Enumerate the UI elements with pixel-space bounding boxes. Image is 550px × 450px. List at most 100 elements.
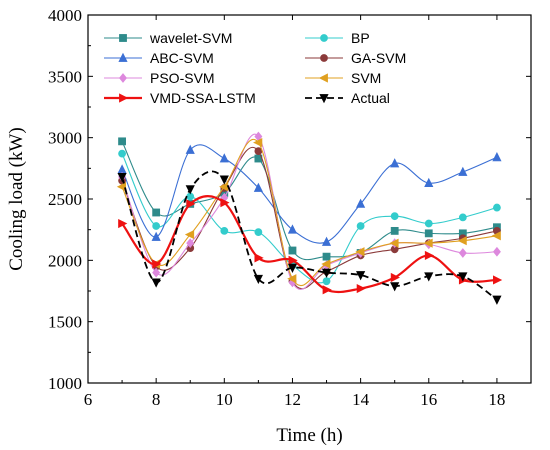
data-point-abc-svm: [287, 224, 298, 234]
data-point-svm: [116, 182, 126, 192]
legend-marker-wavelet-svm: [119, 34, 127, 42]
data-point-actual: [321, 268, 332, 278]
data-point-svm: [287, 274, 297, 284]
legend-marker-pso-svm: [119, 73, 127, 83]
data-point-pso-svm: [186, 238, 195, 249]
series-line-svm: [121, 139, 497, 287]
legend-item-abc-svm: ABC-SVM: [104, 50, 214, 66]
y-tick-label: 3500: [48, 67, 82, 86]
data-point-vmd-ssa-lstm: [152, 259, 162, 269]
x-tick-label: 18: [488, 390, 505, 409]
data-point-bp: [118, 149, 126, 158]
data-point-bp: [458, 213, 467, 222]
data-point-bp: [390, 212, 399, 221]
legend-label-ga-svm: GA-SVM: [351, 50, 406, 66]
legend-label-svm: SVM: [351, 70, 381, 86]
data-point-vmd-ssa-lstm: [220, 198, 230, 208]
legend-label-bp: BP: [351, 30, 370, 46]
data-point-actual: [219, 175, 229, 185]
series-line-ga-svm: [121, 147, 498, 290]
data-point-vmd-ssa-lstm: [424, 250, 435, 261]
legend-marker-ga-svm: [320, 54, 328, 62]
x-tick-label: 12: [284, 390, 301, 409]
data-point-abc-svm: [390, 158, 400, 168]
data-point-vmd-ssa-lstm: [186, 199, 196, 209]
data-point-svm: [253, 137, 263, 148]
legend-label-vmd-ssa-lstm: VMD-SSA-LSTM: [150, 90, 256, 106]
data-point-abc-svm: [151, 231, 161, 241]
data-point-svm: [321, 259, 331, 269]
legend-item-ga-svm: GA-SVM: [305, 50, 406, 66]
data-point-vmd-ssa-lstm: [493, 275, 503, 285]
data-point-svm: [457, 236, 467, 246]
data-point-svm: [491, 231, 501, 241]
data-point-wavelet-svm: [322, 252, 331, 261]
data-point-actual: [185, 185, 195, 195]
data-point-wavelet-svm: [390, 226, 399, 235]
data-point-actual: [253, 274, 263, 285]
y-tick-label: 3000: [48, 129, 82, 148]
x-tick-label: 6: [84, 390, 93, 409]
data-point-pso-svm: [152, 267, 161, 278]
series-vmd-ssa-lstm: [118, 194, 503, 295]
series-ga-svm: [118, 147, 501, 290]
data-point-abc-svm: [458, 166, 468, 176]
data-point-wavelet-svm: [424, 229, 433, 238]
y-tick-label: 1500: [48, 313, 82, 332]
x-tick-label: 14: [352, 390, 370, 409]
data-point-svm: [184, 229, 195, 240]
data-point-actual: [151, 278, 161, 288]
data-point-abc-svm: [356, 198, 366, 208]
data-point-vmd-ssa-lstm: [356, 283, 366, 294]
data-point-actual: [424, 272, 434, 282]
data-point-svm: [389, 238, 399, 248]
legend-label-pso-svm: PSO-SVM: [150, 70, 215, 86]
data-point-actual: [356, 271, 366, 281]
legend: wavelet-SVM BP ABC-SVM GA-SVM PSO-SVM SVM VMD-…: [104, 30, 406, 106]
legend-marker-bp: [320, 34, 328, 42]
series-layer: [116, 131, 503, 305]
legend-label-actual: Actual: [351, 90, 390, 106]
legend-item-vmd-ssa-lstm: VMD-SSA-LSTM: [104, 90, 256, 106]
data-point-bp: [152, 222, 161, 230]
data-point-pso-svm: [458, 248, 467, 258]
data-point-abc-svm: [424, 177, 434, 187]
data-point-pso-svm: [492, 246, 501, 257]
legend-label-wavelet-svm: wavelet-SVM: [149, 30, 232, 46]
series-line-abc-svm: [121, 144, 498, 244]
legend-marker-abc-svm: [118, 52, 128, 62]
series-abc-svm: [117, 144, 502, 246]
series-line-bp: [121, 153, 498, 284]
data-point-bp: [254, 228, 263, 237]
data-point-abc-svm: [321, 236, 332, 246]
legend-item-wavelet-svm: wavelet-SVM: [104, 30, 232, 46]
data-point-bp: [220, 226, 229, 235]
series-actual: [117, 170, 502, 305]
legend-item-svm: SVM: [305, 70, 381, 86]
y-tick-label: 2000: [48, 251, 82, 270]
legend-label-abc-svm: ABC-SVM: [150, 50, 214, 66]
data-point-wavelet-svm: [288, 246, 297, 255]
legend-item-actual: Actual: [305, 90, 390, 106]
data-point-wavelet-svm: [152, 208, 161, 217]
data-point-abc-svm: [253, 182, 263, 192]
series-line-pso-svm: [121, 133, 497, 291]
y-axis-label: Cooling load (kW): [6, 127, 27, 271]
data-point-actual: [287, 263, 298, 273]
legend-marker-vmd-ssa-lstm: [119, 93, 129, 103]
data-point-abc-svm: [219, 153, 229, 163]
data-point-bp: [493, 203, 501, 212]
data-point-abc-svm: [492, 152, 502, 162]
data-point-svm: [355, 247, 365, 257]
legend-item-bp: BP: [305, 30, 370, 46]
x-tick-label: 8: [152, 390, 161, 409]
data-point-vmd-ssa-lstm: [118, 218, 128, 229]
data-point-wavelet-svm: [118, 137, 126, 146]
y-tick-label: 1000: [48, 374, 82, 393]
legend-marker-svm: [318, 73, 328, 83]
data-point-vmd-ssa-lstm: [254, 253, 264, 263]
data-point-svm: [423, 238, 433, 248]
data-point-actual: [390, 282, 400, 292]
data-point-vmd-ssa-lstm: [390, 272, 400, 283]
data-point-vmd-ssa-lstm: [288, 255, 298, 265]
